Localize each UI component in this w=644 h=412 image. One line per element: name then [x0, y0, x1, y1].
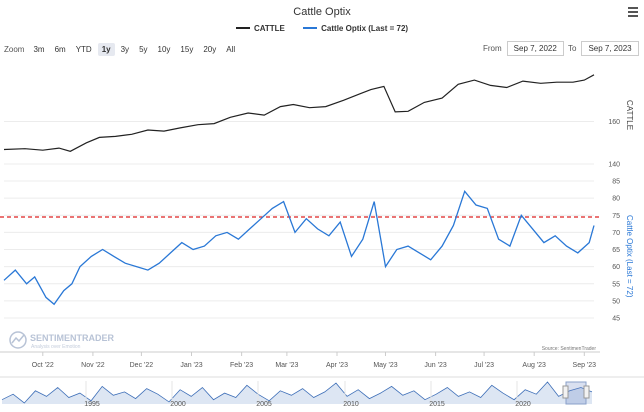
hamburger-menu-icon[interactable] [628, 5, 638, 19]
x-tick-label: Oct '22 [32, 362, 54, 369]
optix-tick-label: 80 [612, 196, 620, 203]
zoom-button-all[interactable]: All [226, 45, 236, 54]
legend-label-optix: Cattle Optix (Last = 72) [321, 23, 409, 33]
x-axis: Oct '22 Nov '22 Dec '22 Jan '23 Feb '23 Mar '… [0, 351, 600, 369]
chart-title: Cattle Optix [293, 6, 351, 18]
source-credit: Source: SentimenTrader [542, 346, 597, 352]
zoom-button-ytd[interactable]: YTD [75, 45, 92, 54]
navigator-series-line [1, 381, 593, 404]
navigator-selection[interactable] [565, 381, 587, 405]
x-tick-label: Feb '23 [230, 362, 253, 369]
optix-tick-label: 60 [612, 264, 620, 271]
logo-mark [11, 334, 25, 344]
range-from-label: From [483, 44, 502, 53]
legend: CATTLE Cattle Optix (Last = 72) [0, 22, 644, 33]
x-tick-label: Jan '23 [180, 362, 202, 369]
x-tick-label: Mar '23 [275, 362, 298, 369]
zoom-button-20y[interactable]: 20y [203, 45, 217, 54]
optix-y-axis: 45 50 55 60 65 70 75 80 85 [612, 179, 620, 323]
navigator-area [2, 382, 592, 404]
legend-item-optix[interactable]: Cattle Optix (Last = 72) [303, 24, 408, 33]
zoom-bar: Zoom 3m 6m YTD 1y 3y 5y 10y 15y 20y All [4, 43, 241, 56]
navigator-tick-label: 2015 [429, 401, 445, 408]
navigator-tick-label: 2000 [170, 401, 186, 408]
cattle-series-line [3, 74, 595, 152]
zoom-label: Zoom [4, 45, 25, 54]
optix-tick-label: 70 [612, 230, 620, 237]
x-tick-label: Apr '23 [326, 362, 348, 369]
legend-swatch-cattle [235, 27, 250, 29]
optix-tick-label: 65 [612, 247, 620, 254]
range-to: To Sep 7, 2023 [568, 41, 639, 56]
navigator[interactable]: 1995 2000 2005 2010 2015 2020 [0, 376, 644, 408]
navigator-tick-label: 2010 [343, 401, 359, 408]
zoom-button-1y[interactable]: 1y [97, 43, 115, 56]
navigator-tick-label: 1995 [84, 401, 100, 408]
zoom-button-3y[interactable]: 3y [120, 45, 130, 54]
range-to-input[interactable]: Sep 7, 2023 [581, 41, 639, 56]
sentimentrader-logo: SENTIMENTRADER Analysis over Emotion [9, 331, 115, 350]
x-tick-label: Aug '23 [522, 362, 546, 369]
legend-item-cattle[interactable]: CATTLE [235, 23, 285, 33]
watermark-name: SENTIMENTRADER [30, 333, 115, 343]
range-to-label: To [568, 44, 577, 53]
zoom-button-6m[interactable]: 6m [54, 45, 66, 54]
legend-swatch-optix [303, 27, 318, 29]
grid-lines [4, 121, 594, 319]
x-tick-label: Nov '22 [81, 362, 105, 369]
range-from-input[interactable]: Sep 7, 2022 [506, 41, 564, 56]
x-tick-label: Jul '23 [474, 362, 494, 369]
zoom-button-10y[interactable]: 10y [157, 45, 171, 54]
x-tick-label: Dec '22 [130, 362, 154, 369]
zoom-button-5y[interactable]: 5y [139, 45, 148, 54]
navigator-tick-label: 2020 [515, 401, 531, 408]
logo-ring [9, 331, 27, 349]
cattle-y-axis: 140 160 [608, 119, 620, 169]
watermark-tagline: Analysis over Emotion [31, 344, 81, 350]
optix-tick-label: 75 [612, 213, 620, 220]
range-from: From Sep 7, 2022 [483, 41, 564, 56]
optix-tick-label: 45 [612, 316, 620, 323]
legend-label-cattle: CATTLE [253, 23, 285, 33]
cattle-tick-label: 160 [608, 119, 620, 126]
navigator-left-handle[interactable] [562, 385, 569, 399]
zoom-button-3m[interactable]: 3m [33, 45, 45, 54]
navigator-right-handle[interactable] [583, 385, 590, 399]
optix-tick-label: 85 [612, 179, 620, 186]
navigator-tick-label: 2005 [256, 401, 272, 408]
optix-series-line [3, 189, 595, 306]
x-tick-label: Sep '23 [573, 362, 597, 369]
zoom-button-15y[interactable]: 15y [180, 45, 194, 54]
navigator-x-axis: 1995 2000 2005 2010 2015 2020 [84, 381, 531, 408]
x-tick-label: Jun '23 [424, 362, 446, 369]
optix-tick-label: 55 [612, 281, 620, 288]
x-tick-label: May '23 [373, 362, 397, 369]
optix-tick-label: 50 [612, 298, 620, 305]
cattle-tick-label: 140 [608, 162, 620, 169]
